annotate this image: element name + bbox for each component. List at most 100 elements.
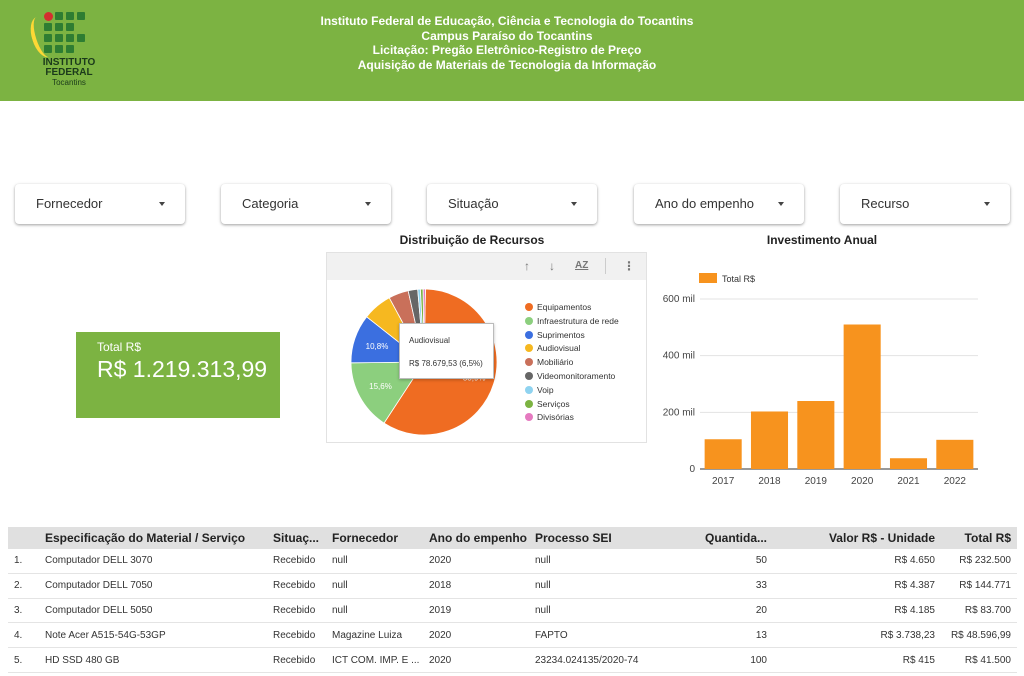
table-row[interactable]: 5. HD SSD 480 GB Recebido ICT COM. IMP. E .… <box>8 648 1017 673</box>
table-cell: null <box>535 555 551 567</box>
legend-swatch <box>525 316 533 325</box>
table-row[interactable]: 4. Note Acer A515-54G-53GP Recebido Magazin… <box>8 623 1017 649</box>
chevron-down-icon <box>365 202 371 206</box>
table-cell: Note Acer A515-54G-53GP <box>45 629 166 641</box>
arrow-up-icon[interactable]: ↑ <box>524 259 530 273</box>
column-header[interactable]: Especificação do Material / Serviço <box>45 531 246 545</box>
column-header[interactable]: Ano do empenho <box>429 531 527 545</box>
table-header: Especificação do Material / Serviço Situa… <box>8 527 1017 549</box>
filter-categoria[interactable]: Categoria <box>221 184 391 224</box>
column-header[interactable]: Processo SEI <box>535 531 612 545</box>
filter-recurso[interactable]: Recurso <box>840 184 1010 224</box>
filter-ano-empenho[interactable]: Ano do empenho <box>634 184 804 224</box>
bar-2022[interactable] <box>936 439 974 469</box>
table-cell: 2020 <box>429 654 452 666</box>
bar-2020[interactable] <box>843 324 881 470</box>
header-banner: INSTITUTO FEDERAL Tocantins Instituto Fe… <box>0 0 1024 101</box>
column-header[interactable]: Total R$ <box>964 531 1011 545</box>
table-row[interactable]: 2. Computador DELL 7050 Recebido null 2018 nu… <box>8 573 1017 599</box>
legend-label: Videomonitoramento <box>537 370 616 381</box>
table-cell: R$ 4.185 <box>894 604 935 616</box>
filter-fornecedor[interactable]: Fornecedor <box>15 184 185 224</box>
table-cell: R$ 3.738,23 <box>880 629 936 641</box>
table-cell: null <box>332 604 348 616</box>
y-tick-label: 0 <box>689 464 695 475</box>
table-cell: R$ 144.771 <box>959 580 1011 592</box>
table-row[interactable]: 1. Computador DELL 3070 Recebido null 2020 nu… <box>8 549 1017 574</box>
table-cell: null <box>332 580 348 592</box>
table-cell: 2020 <box>429 629 452 641</box>
table-cell: ICT COM. IMP. E ... <box>332 654 420 666</box>
title-line-2: Campus Paraíso do Tocantins <box>421 28 593 43</box>
pie-chart-title: Distribuição de Recursos <box>399 233 545 247</box>
chevron-down-icon <box>984 202 990 206</box>
table-cell: 2020 <box>429 555 452 567</box>
column-header[interactable]: Valor R$ - Unidade <box>828 531 935 545</box>
legend-label: Mobiliário <box>537 357 574 368</box>
filter-situacao[interactable]: Situação <box>427 184 597 224</box>
x-tick-label: 2021 <box>897 476 920 487</box>
x-tick-label: 2018 <box>758 476 781 487</box>
table-cell: 13 <box>755 629 767 641</box>
legend-label: Serviços <box>537 398 570 409</box>
table-cell: 100 <box>750 654 767 666</box>
table-cell: null <box>535 604 551 616</box>
bar-chart[interactable]: Total R$ 0 200 mil 400 mil 600 mil 2017 2018 20… <box>650 262 990 492</box>
materials-table: Especificação do Material / Serviço Situa… <box>8 527 1017 673</box>
table-cell: 20 <box>755 604 767 616</box>
chevron-down-icon <box>778 202 784 206</box>
table-cell: Computador DELL 7050 <box>45 580 153 592</box>
total-scorecard: Total R$ R$ 1.219.313,99 <box>76 332 280 418</box>
x-tick-label: 2017 <box>712 476 735 487</box>
bar-2019[interactable] <box>797 401 835 469</box>
column-header[interactable]: Fornecedor <box>332 531 399 545</box>
table-cell: 50 <box>755 555 767 567</box>
title-line-4: Aquisição de Materiais de Tecnologia da … <box>357 57 657 72</box>
bar-2017[interactable] <box>704 439 742 469</box>
chevron-down-icon <box>571 202 577 206</box>
pie-chart-panel: ↑ ↓ AZ ⋮ 15,6%10,8%58,9% EquipamentosInf… <box>326 252 647 443</box>
table-cell: Recebido <box>273 555 316 567</box>
x-tick-label: 2019 <box>805 476 828 487</box>
column-header[interactable]: Situaç... <box>273 531 320 545</box>
bar-2018[interactable] <box>750 411 789 469</box>
bar-2021[interactable] <box>889 458 928 469</box>
title-line-1: Instituto Federal de Educação, Ciência e… <box>320 14 694 28</box>
table-cell: R$ 83.700 <box>964 604 1011 616</box>
legend-swatch <box>525 413 533 422</box>
y-tick-label: 400 mil <box>663 351 695 362</box>
table-cell: 5. <box>14 654 23 666</box>
table-cell: R$ 48.596,99 <box>950 629 1011 641</box>
table-cell: R$ 232.500 <box>959 555 1011 567</box>
legend-label: Divisórias <box>537 412 574 423</box>
table-cell: 4. <box>14 629 23 641</box>
more-vertical-icon[interactable]: ⋮ <box>623 259 635 273</box>
x-tick-label: 2020 <box>851 476 874 487</box>
legend-label: Suprimentos <box>537 329 585 340</box>
table-cell: 2019 <box>429 604 452 616</box>
table-cell: 2. <box>14 580 23 592</box>
column-header[interactable]: Quantida... <box>704 531 767 545</box>
legend-swatch <box>525 399 533 408</box>
legend-label: Infraestrutura de rede <box>537 315 619 326</box>
chevron-down-icon <box>159 202 165 206</box>
table-cell: FAPTO <box>535 629 568 641</box>
sort-az-icon[interactable]: AZ <box>575 260 589 271</box>
legend-label: Equipamentos <box>537 302 592 312</box>
table-row[interactable]: 3. Computador DELL 5050 Recebido null 2019 nu… <box>8 598 1017 624</box>
table-cell: 1. <box>14 555 23 567</box>
arrow-down-icon[interactable]: ↓ <box>549 259 555 273</box>
table-cell: Recebido <box>273 654 316 666</box>
pie-slice-label: 10,8% <box>366 342 389 351</box>
table-cell: R$ 4.387 <box>894 580 935 592</box>
table-cell: R$ 41.500 <box>964 654 1011 666</box>
x-tick-label: 2022 <box>944 476 967 487</box>
table-cell: Computador DELL 5050 <box>45 604 153 616</box>
scorecard-value: R$ 1.219.313,99 <box>97 356 268 382</box>
scorecard-label: Total R$ <box>97 340 142 354</box>
table-cell: HD SSD 480 GB <box>45 654 120 666</box>
column-header[interactable] <box>14 527 34 549</box>
table-cell: Magazine Luiza <box>332 629 403 641</box>
legend-swatch <box>525 371 533 380</box>
legend-swatch <box>525 330 533 339</box>
